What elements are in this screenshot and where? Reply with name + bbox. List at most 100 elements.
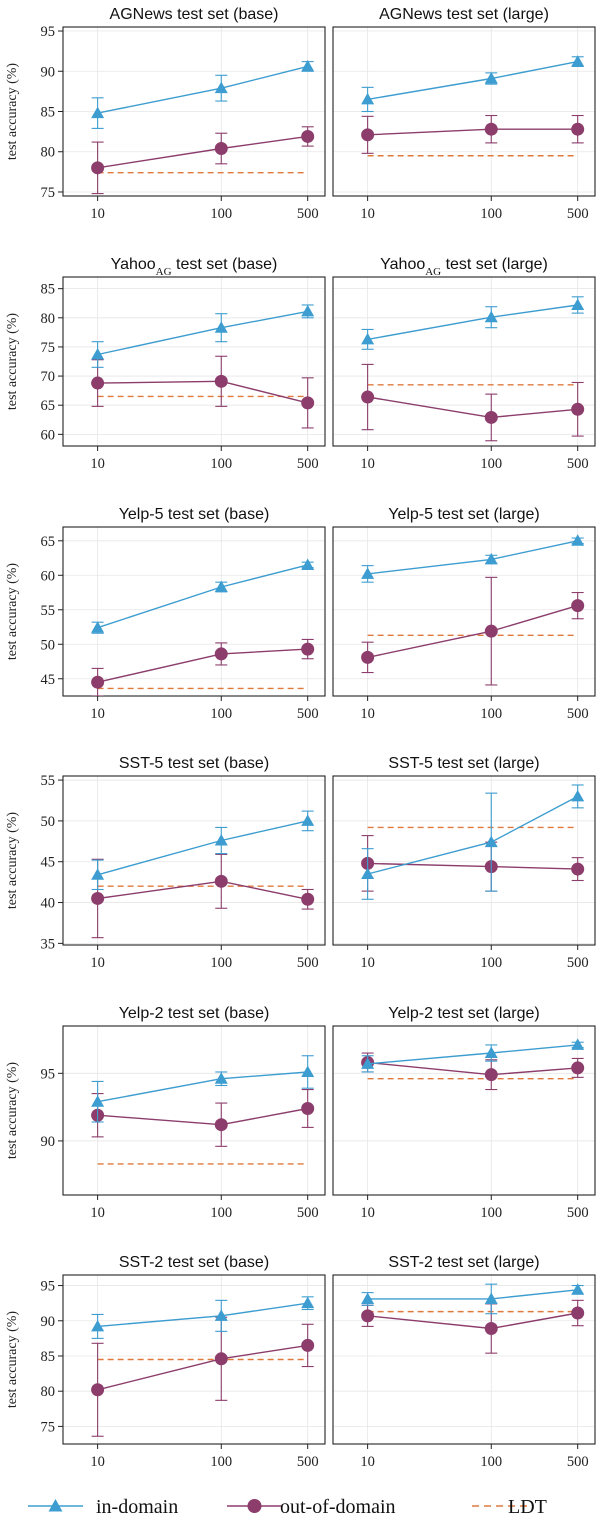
y-tick-label: 90 [41,1134,56,1150]
panel-title: SST-2 test set (large) [388,1254,539,1271]
panel-6: 10 100 500 Yelp-5 test set (large) [332,506,596,722]
legend-label: out-of-domain [280,1496,396,1518]
in-domain-point [214,833,228,846]
plot-area [361,1283,585,1354]
out-of-domain-point [301,1101,315,1115]
panel-3: 10 100 500 60 65 70 75 80 85 test accuracy (%) Yah… [5,256,326,472]
plot-area [91,1055,315,1165]
in-domain-point [484,1046,498,1059]
y-tick-label: 45 [41,672,56,688]
plot-area [91,810,315,939]
out-of-domain-series-line [367,604,578,659]
in-domain-point [301,1296,315,1309]
out-of-domain-point [571,402,585,416]
panel-title: SST-5 test set (large) [388,755,539,772]
panel-7: 10 100 500 35 40 45 50 55 test accuracy (%) SST-5… [5,755,326,971]
out-of-domain-point [361,650,375,664]
x-tick-label: 10 [360,955,375,971]
in-domain-point [301,814,315,826]
in-domain-point [484,1292,498,1304]
x-tick-label: 500 [297,1205,319,1221]
panel-8: 10 100 500 SST-5 test set (large) [332,755,596,971]
out-of-domain-point [91,675,105,689]
in-domain-series-line [97,820,308,876]
out-of-domain-series-line [97,1107,308,1126]
panel-title: AGNews test set (large) [379,6,549,23]
x-tick-label: 10 [90,955,105,971]
legend-label: LDT [508,1496,547,1518]
panel-title-main: SST-5 test set (large) [388,755,539,772]
in-domain-point [301,558,315,570]
x-tick-label: 500 [567,456,589,472]
x-tick-label: 10 [360,1454,375,1470]
plot-area [361,55,585,157]
y-tick-label: 75 [41,185,56,201]
out-of-domain-series-line [97,380,308,404]
out-of-domain-point [484,1068,498,1082]
out-of-domain-point [301,129,315,143]
plot-area [361,534,585,686]
out-of-domain-point [301,1338,315,1352]
out-of-domain-point [571,599,585,613]
y-tick-label: 55 [41,603,56,619]
circle-icon [247,1499,262,1513]
panel-title-main: Yahoo [380,256,425,273]
x-tick-label: 100 [480,206,502,222]
x-tick-label: 500 [567,1205,589,1221]
panel-frame [62,1274,326,1445]
y-tick-label: 85 [41,282,56,298]
in-domain-series-line [97,564,308,629]
in-domain-point [301,1065,315,1077]
out-of-domain-point [91,376,105,390]
panel-4: 10 100 500 YahooAG test set (large) [332,256,596,472]
panel-frame [332,1025,596,1196]
x-tick-label: 100 [480,955,502,971]
out-of-domain-series-line [367,396,578,419]
plot-area [91,304,315,429]
out-of-domain-point [214,1352,228,1366]
panel-1: 10 100 500 75 80 85 90 95 test accuracy (%) AGNew… [5,6,326,222]
out-of-domain-point [214,874,228,888]
panel-frame [332,775,596,946]
in-domain-point [214,1309,228,1321]
in-domain-point [361,1292,375,1304]
plot-area [361,1038,585,1091]
y-tick-label: 85 [41,1349,56,1365]
x-tick-label: 500 [567,706,589,722]
x-tick-label: 10 [90,706,105,722]
panel-frame [332,276,596,447]
x-tick-label: 500 [297,206,319,222]
triangle-icon [48,1499,63,1512]
in-domain-point [484,72,498,84]
panel-title-main: AGNews test set (base) [110,6,279,23]
panel-title: Yelp-5 test set (base) [119,506,270,523]
in-domain-point [571,1283,585,1295]
x-tick-label: 10 [360,1205,375,1221]
x-tick-label: 10 [90,456,105,472]
in-domain-point [91,106,105,119]
out-of-domain-point [361,128,375,142]
out-of-domain-point [91,891,105,905]
in-domain-point [214,321,228,333]
y-tick-label: 80 [41,1384,56,1400]
panel-title-main: SST-2 test set (large) [388,1254,539,1271]
in-domain-series-line [97,65,308,114]
panel-title-main: AGNews test set (large) [379,6,549,23]
x-tick-label: 100 [480,1205,502,1221]
out-of-domain-point [571,862,585,876]
panel-5: 10 100 500 45 50 55 60 65 test accuracy (%) Yelp-… [5,506,326,722]
panel-title: YahooAG test set (base) [111,256,278,278]
y-tick-label: 95 [41,1279,56,1295]
y-axis-label: test accuracy (%) [5,313,20,410]
in-domain-point [361,92,375,105]
y-tick-label: 45 [41,855,56,871]
in-domain-point [361,867,375,879]
out-of-domain-point [484,410,498,424]
in-domain-point [91,621,105,633]
panel-title: SST-5 test set (base) [119,755,269,772]
out-of-domain-point [214,374,228,388]
y-tick-label: 85 [41,105,56,121]
x-tick-label: 500 [297,1454,319,1470]
in-domain-series-line [97,1071,308,1103]
